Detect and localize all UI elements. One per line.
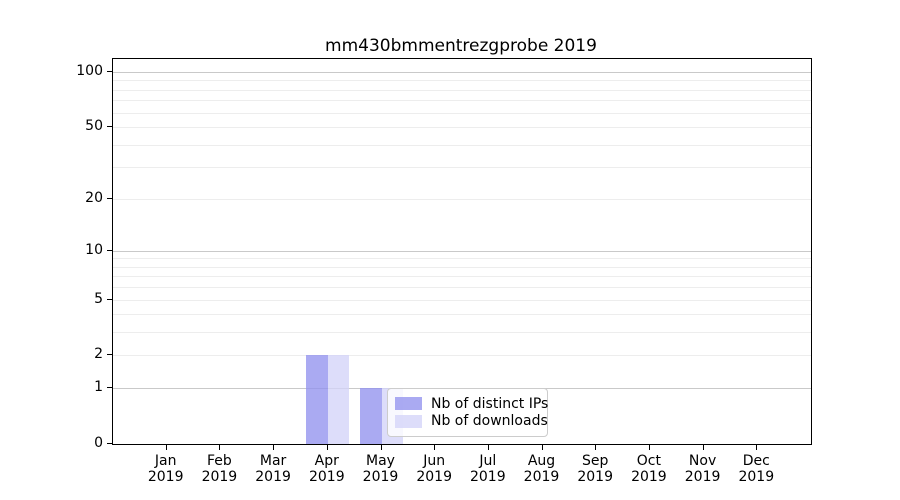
- plot-area: [112, 58, 812, 445]
- bar-downloads: [327, 355, 350, 444]
- x-tick-label: Mar 2019: [255, 453, 291, 485]
- y-gridline-major: [113, 71, 811, 73]
- x-tick: [756, 445, 758, 450]
- x-tick-label: Dec 2019: [738, 453, 775, 485]
- y-gridline-minor: [113, 167, 811, 169]
- legend-swatch: [395, 414, 422, 428]
- y-gridline-minor: [113, 127, 811, 128]
- x-tick: [165, 445, 167, 450]
- y-tick-label: 50: [85, 118, 103, 134]
- legend-entry: Nb of distinct IPs: [395, 396, 548, 412]
- y-tick: [107, 197, 112, 199]
- bar-distinct-ips: [360, 388, 382, 444]
- y-gridline-minor: [113, 258, 811, 260]
- x-tick: [648, 445, 650, 450]
- y-tick: [107, 126, 112, 127]
- x-tick-label: Jun 2019: [416, 453, 452, 485]
- x-tick: [541, 445, 543, 450]
- y-tick-label: 100: [76, 62, 103, 79]
- y-gridline-minor: [113, 266, 811, 268]
- y-tick: [107, 249, 112, 251]
- x-tick-label: Sep 2019: [577, 453, 613, 485]
- y-tick-label: 5: [94, 290, 103, 307]
- y-gridline-minor: [113, 332, 811, 334]
- x-tick-label: Nov 2019: [684, 453, 721, 485]
- y-tick: [107, 354, 112, 356]
- x-tick-label: Jan 2019: [147, 453, 184, 485]
- x-tick-label: Oct 2019: [631, 453, 667, 485]
- y-tick: [107, 387, 112, 389]
- y-tick-label: 2: [94, 346, 103, 363]
- x-tick: [434, 445, 436, 450]
- legend-label: Nb of distinct IPs: [431, 395, 549, 412]
- legend-label: Nb of downloads: [431, 413, 548, 430]
- chart-title: mm430bmmentrezgprobe 2019: [325, 36, 597, 56]
- y-gridline-minor: [113, 299, 811, 301]
- y-gridline-minor: [113, 314, 811, 316]
- y-gridline-minor: [113, 80, 811, 82]
- y-gridline-major: [113, 250, 811, 252]
- x-tick-label: Feb 2019: [201, 453, 238, 485]
- y-tick: [107, 443, 112, 444]
- legend-entry: Nb of downloads: [395, 413, 548, 429]
- y-gridline-minor: [113, 355, 811, 357]
- x-tick-label: Apr 2019: [308, 453, 345, 485]
- x-tick-label: Aug 2019: [523, 453, 560, 485]
- legend-swatch: [395, 397, 422, 411]
- x-tick: [595, 445, 597, 450]
- y-tick-label: 20: [85, 189, 103, 206]
- x-tick-label: Jul 2019: [469, 453, 506, 485]
- y-gridline-minor: [113, 276, 811, 278]
- y-gridline-minor: [113, 198, 811, 200]
- y-tick-label: 10: [85, 241, 103, 258]
- x-tick: [326, 445, 328, 450]
- y-tick: [107, 70, 112, 72]
- x-tick-label: May 2019: [362, 453, 399, 485]
- y-tick-label: 1: [94, 379, 103, 396]
- x-tick: [219, 445, 221, 450]
- y-tick: [107, 298, 112, 300]
- y-gridline-minor: [113, 100, 811, 102]
- x-tick: [702, 445, 704, 450]
- chart-legend: Nb of distinct IPs Nb of downloads: [387, 388, 548, 437]
- y-gridline-minor: [113, 287, 811, 289]
- x-tick: [380, 445, 382, 450]
- y-tick-label: 0: [94, 435, 103, 451]
- y-gridline-minor: [113, 144, 811, 146]
- bar-distinct-ips: [306, 355, 328, 444]
- x-tick: [273, 445, 275, 450]
- y-gridline-minor: [113, 89, 811, 91]
- y-gridline-minor: [113, 112, 811, 114]
- x-tick: [487, 445, 489, 450]
